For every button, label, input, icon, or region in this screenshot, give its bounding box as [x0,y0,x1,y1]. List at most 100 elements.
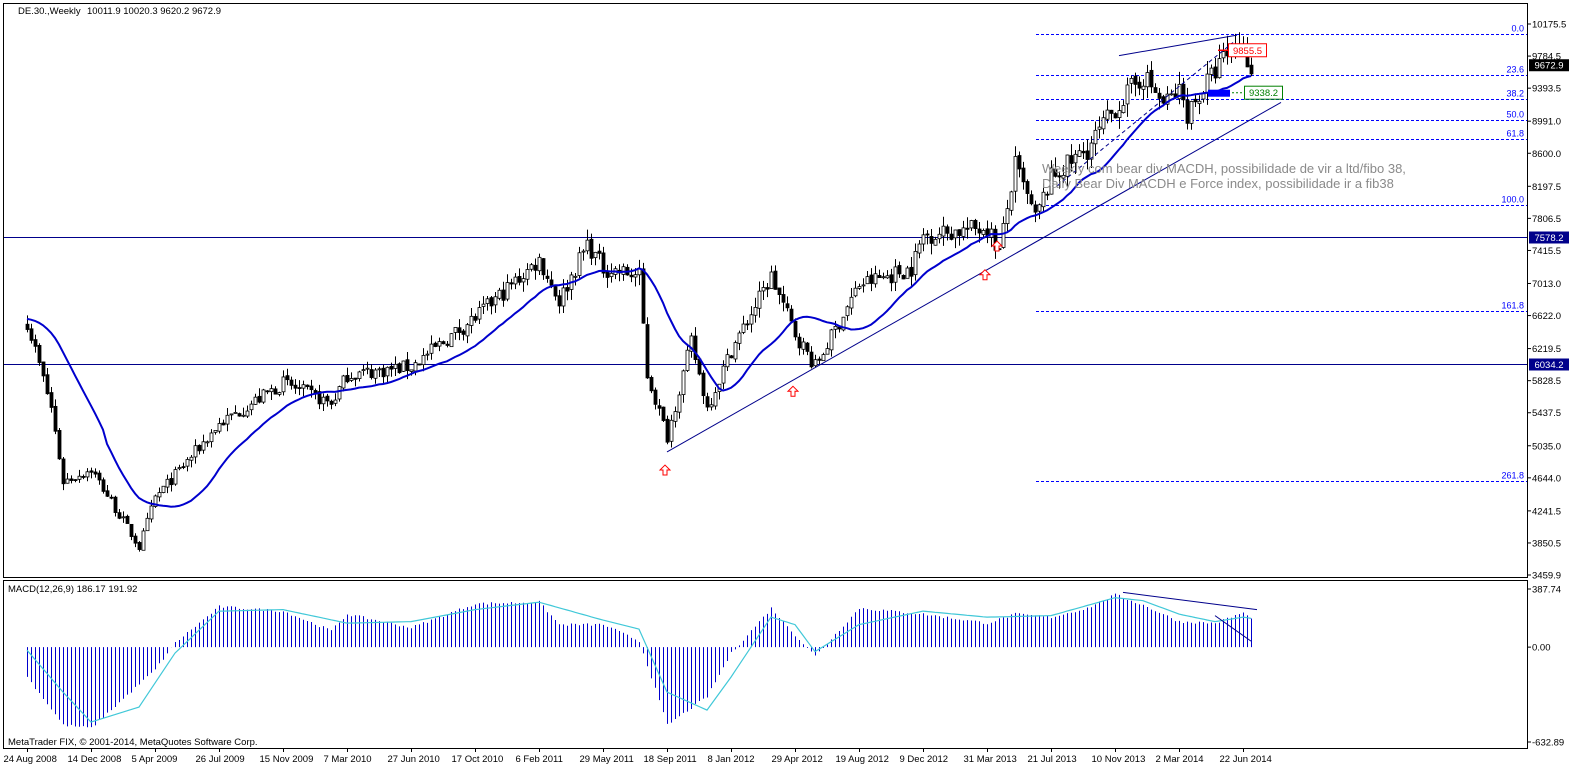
price-tick-label: 9393.5 [1532,84,1561,95]
candle-body [1185,99,1190,124]
time-tick-label: 5 Apr 2009 [132,754,178,765]
candle-body [281,376,286,393]
candle-body [1061,174,1066,179]
candle-body [681,370,686,395]
macd-tick-label: -632.89 [1532,738,1564,749]
candle-body [749,314,754,325]
candle-body [385,366,390,377]
candle-body [185,459,190,467]
price-tick-label: 5035.0 [1532,441,1561,452]
candle-body [33,339,38,347]
symbol-title: DE.30.,Weekly [18,6,81,17]
candle-body [1145,72,1150,88]
candle-body [301,384,306,389]
candle-body [961,227,966,237]
candle-body [341,375,346,389]
candle-body [941,225,946,237]
candle-body [1149,69,1154,88]
candle-body [1057,175,1062,178]
candle-body [309,385,314,391]
candle-body [1121,105,1126,114]
candle-body [701,372,706,397]
candle-body [789,308,794,322]
candle-body [1133,75,1138,85]
candle-body [245,410,250,417]
candle-body [621,266,626,275]
candle-body [1097,126,1102,130]
price-tick-label: 4241.5 [1532,506,1561,517]
candle-body [857,286,862,289]
time-tick-label: 2 Mar 2014 [1156,754,1204,765]
swing-low-arrow-1 [786,385,800,397]
candle-body [1045,193,1050,196]
candle-body [257,395,262,403]
candle-body [765,287,770,290]
candle-body [325,395,330,402]
candle-body [837,326,842,330]
last-price-tag-bg [1529,59,1569,72]
candle-body [441,341,446,345]
candle-body [197,444,202,452]
candle-body [1193,98,1198,103]
time-tick-label: 17 Oct 2010 [452,754,504,765]
candle-body [381,367,386,378]
candle-body [1201,93,1206,100]
price-tick-label: 7013.0 [1532,279,1561,290]
candle-body [753,307,758,316]
candle-body [549,279,554,286]
candle-body [869,274,874,284]
candle-body [561,287,566,307]
candle-body [505,282,510,300]
candle-body [297,387,302,389]
candle-body [453,327,458,333]
candle-body [593,251,598,259]
candle-body [885,275,890,279]
trendline-upper [1118,34,1238,57]
candle-body [229,413,234,416]
candle-body [397,363,402,374]
horizontal-levels: 7578.2 6034.2 [4,231,1569,371]
moving-average-line [26,75,1252,508]
copyright-text: MetaTrader FIX, © 2001-2014, MetaQuotes … [8,737,258,748]
candle-body [165,478,170,488]
candle-body [81,476,86,478]
candle-body [1125,84,1130,105]
candle-body [41,361,46,377]
candle-body [577,252,582,276]
fib-label-161.8: 161.8 [1501,301,1524,311]
annotation-line-1: Weekly com bear div MACDH, possibilidade… [1042,161,1406,176]
candle-body [1141,85,1146,90]
candle-body [741,323,746,333]
candle-body [1157,92,1162,99]
candle-body [809,351,814,368]
candle-body [905,267,910,279]
target-block [1208,89,1230,97]
fib-label-100.0: 100.0 [1501,195,1524,205]
price-tick-label: 8991.0 [1532,117,1561,128]
time-tick-label: 8 Jan 2012 [708,754,755,765]
candle-body [1169,93,1174,96]
candle-body [853,287,858,297]
candle-body [213,430,218,433]
candle-body [89,470,94,473]
moving-average [26,75,1252,508]
price-tick-label: 5437.5 [1532,408,1561,419]
time-tick-label: 31 Mar 2013 [964,754,1017,765]
candle-body [605,271,610,278]
candle-body [509,282,514,285]
candle-body [349,378,354,381]
price-tick-label: 7415.5 [1532,246,1561,257]
candle-body [293,384,298,389]
level-tag-bg-0 [1529,231,1569,244]
fib-label-38.2: 38.2 [1506,89,1524,99]
candle-body [573,275,578,278]
candle-body [533,264,538,271]
candle-body [157,492,162,498]
candle-body [405,359,410,372]
candle-body [1013,156,1018,192]
candle-body [1025,181,1030,194]
candle-body [45,374,50,395]
candle-body [1073,153,1078,164]
candle-body [429,343,434,354]
candle-body [369,369,374,378]
